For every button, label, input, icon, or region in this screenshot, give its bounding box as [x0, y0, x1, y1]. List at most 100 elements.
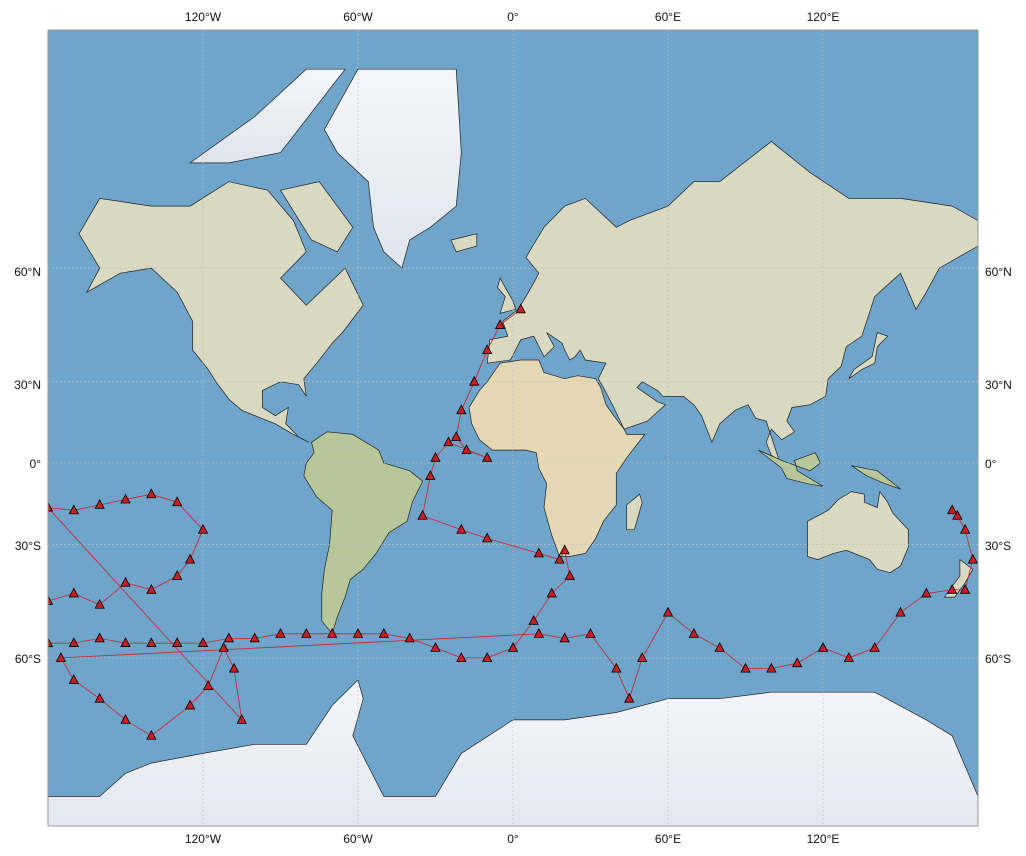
station-marker [425, 470, 436, 480]
station-marker [456, 404, 467, 415]
station-marker [68, 637, 79, 647]
station-marker [559, 632, 570, 643]
station-marker [952, 509, 963, 520]
left-tick-60n: 60°N [14, 265, 41, 279]
station-marker [120, 576, 131, 587]
station-marker [611, 662, 622, 673]
station-marker [146, 637, 157, 647]
station-marker [843, 652, 854, 662]
station-marker [959, 523, 971, 534]
indonesia-land [758, 449, 824, 487]
station-marker [662, 606, 674, 617]
greenland-land [323, 68, 462, 269]
eurasia-land [486, 141, 978, 462]
station-marker [921, 587, 932, 598]
station-marker [515, 303, 526, 314]
map-border [47, 29, 979, 827]
left-tick-60s: 60°S [15, 652, 41, 666]
station-marker [443, 436, 454, 447]
bottom-tick-0: 0° [507, 832, 519, 846]
station-marker [637, 652, 648, 662]
station-marker [546, 587, 557, 598]
left-axis-ticks: 60°N 30°N 0° 30°S 60°S [14, 265, 41, 666]
top-tick-0: 0° [507, 10, 519, 24]
station-marker [404, 632, 415, 643]
australia-land [807, 490, 909, 573]
left-tick-30s: 30°S [15, 539, 41, 553]
station-markers [48, 303, 978, 740]
station-marker [184, 553, 196, 564]
station-marker [554, 553, 565, 564]
station-marker [68, 504, 79, 515]
bottom-tick-60e: 60°E [655, 832, 681, 846]
left-tick-30n: 30°N [14, 378, 41, 392]
top-tick-120e: 120°E [807, 10, 840, 24]
bottom-tick-120w: 120°W [185, 832, 222, 846]
station-marker [528, 614, 539, 625]
station-marker [352, 627, 364, 638]
station-marker [184, 699, 196, 710]
station-marker [792, 657, 803, 668]
station-marker [895, 606, 906, 617]
station-marker [218, 642, 229, 652]
arctic-islands-land [189, 68, 346, 164]
right-tick-0: 0° [985, 457, 997, 471]
station-marker [236, 714, 247, 724]
station-marker [327, 627, 338, 638]
bottom-tick-60w: 60°W [343, 832, 373, 846]
station-marker [301, 627, 312, 638]
station-marker [48, 501, 54, 512]
station-marker [533, 627, 544, 638]
station-marker [197, 637, 209, 647]
station-marker [228, 662, 240, 673]
station-marker [378, 627, 389, 638]
station-marker [456, 523, 467, 534]
landmasses [48, 68, 978, 826]
station-marker [507, 642, 519, 652]
antarctica-land [48, 679, 978, 826]
station-marker [740, 662, 751, 673]
right-axis-ticks: 60°N 30°N 0° 30°S 60°S [985, 265, 1012, 666]
station-marker [585, 627, 596, 638]
station-marker [275, 627, 286, 638]
station-marker [120, 714, 131, 724]
station-marker [482, 451, 493, 462]
station-marker [482, 532, 493, 543]
right-tick-30s: 30°S [985, 539, 1011, 553]
station-marker [94, 632, 105, 643]
station-marker [94, 499, 105, 509]
station-marker [947, 583, 958, 594]
top-tick-120w: 120°W [185, 10, 222, 24]
station-marker [223, 632, 234, 643]
station-marker [456, 652, 467, 662]
station-marker [564, 570, 575, 580]
right-tick-30n: 30°N [985, 378, 1012, 392]
station-marker [817, 642, 829, 652]
baffin-island-land [279, 181, 354, 253]
station-marker [68, 587, 79, 598]
station-marker [482, 344, 493, 354]
top-tick-60e: 60°E [655, 10, 681, 24]
japan-land [848, 332, 889, 379]
station-marker [48, 595, 54, 605]
station-marker [55, 652, 67, 662]
bottom-axis-ticks: 120°W 60°W 0° 60°E 120°E [185, 832, 839, 846]
left-tick-0: 0° [30, 457, 42, 471]
station-marker [146, 583, 157, 594]
station-marker [869, 642, 880, 652]
station-marker [469, 375, 480, 386]
station-marker [197, 523, 209, 534]
station-marker [430, 642, 441, 652]
station-marker [559, 544, 570, 555]
africa-land [468, 359, 646, 557]
uk-land [497, 277, 517, 314]
station-marker [249, 632, 260, 643]
station-marker [461, 444, 472, 454]
station-marker [94, 692, 105, 703]
station-marker [967, 553, 978, 564]
station-marker [146, 488, 157, 499]
station-marker [766, 662, 777, 673]
station-marker [688, 627, 699, 638]
station-marker [451, 431, 462, 441]
